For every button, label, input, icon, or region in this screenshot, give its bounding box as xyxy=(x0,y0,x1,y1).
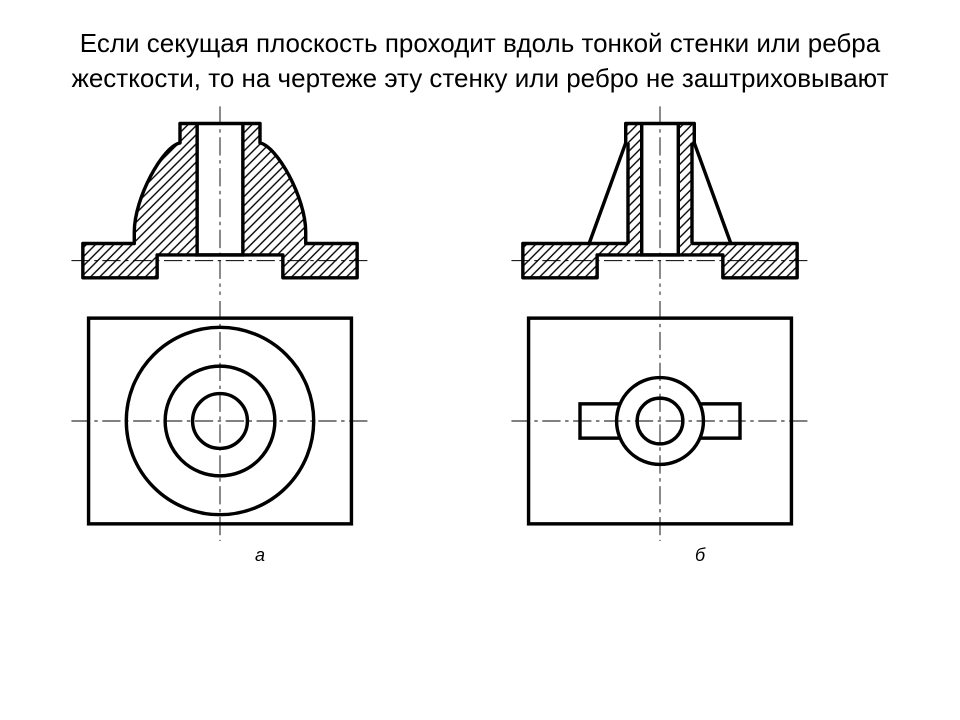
figure-a-plan xyxy=(60,301,380,541)
figure-a-section xyxy=(60,106,380,301)
figures-row: а б xyxy=(0,106,960,566)
figure-b: б xyxy=(500,106,900,566)
figure-b-section xyxy=(500,106,820,301)
figure-b-label: б xyxy=(500,545,900,566)
page-title: Если секущая плоскость проходит вдоль то… xyxy=(0,0,960,106)
figure-a: а xyxy=(60,106,460,566)
figure-a-label: а xyxy=(60,545,460,566)
figure-b-plan xyxy=(500,301,820,541)
